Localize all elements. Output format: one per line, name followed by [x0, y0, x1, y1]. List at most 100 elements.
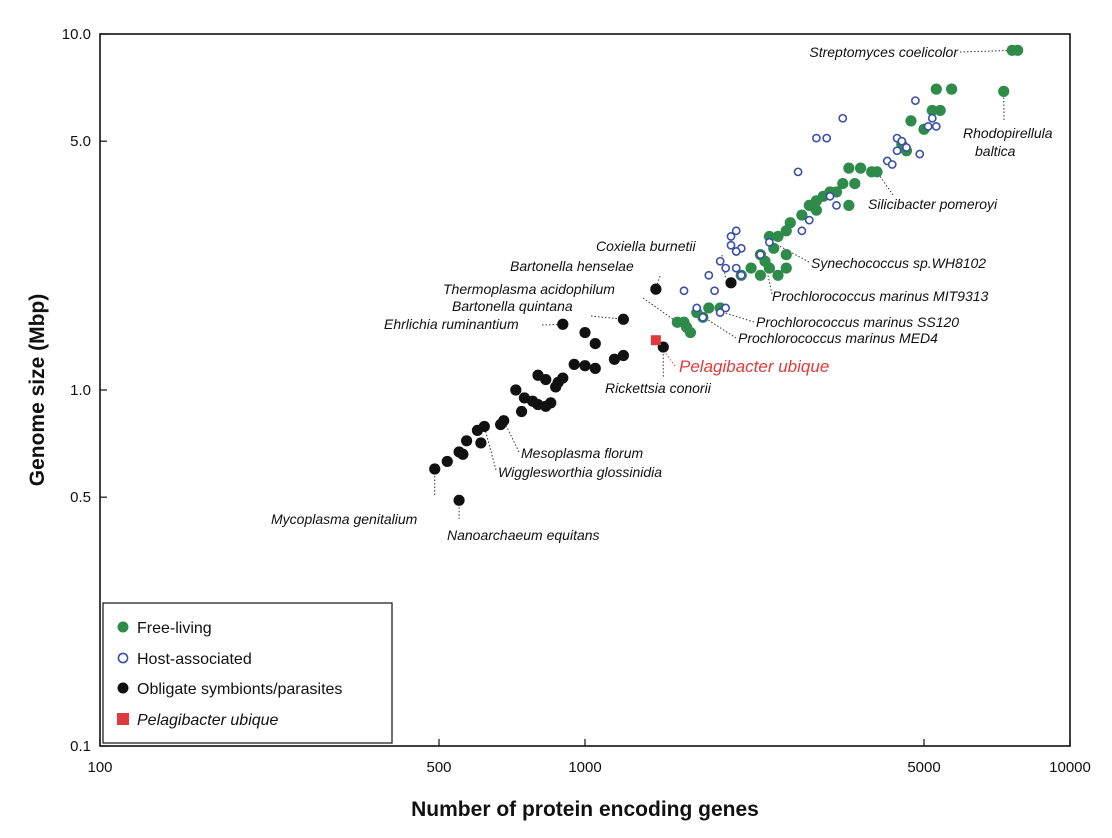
obligate-symbiont-point — [579, 360, 591, 372]
x-tick-label: 500 — [426, 759, 451, 776]
host-associated-point — [927, 113, 937, 123]
annotation-label: Bartonella quintana — [452, 298, 573, 314]
x-axis-title: Number of protein encoding genes — [411, 798, 759, 821]
free-living-point — [843, 162, 855, 174]
host-associated-point — [731, 263, 741, 273]
annotation-leader — [642, 297, 678, 323]
annotation-label: Rhodopirellula — [963, 125, 1053, 141]
obligate-symbiont-point — [550, 381, 562, 393]
host-associated-point — [721, 303, 731, 313]
free-living-point — [745, 262, 757, 274]
host-associated-point — [915, 149, 925, 159]
annotations: Streptomyces coelicolor Rhodopirellula bal… — [271, 44, 1053, 543]
axis-ticks: 100 500 1000 5000 10000 0.1 0.5 1.0 5.0 10.0 — [62, 26, 1091, 776]
free-living-point — [684, 326, 697, 339]
obligate-symbiont-point — [568, 358, 580, 371]
annotation-label: Bartonella henselae — [510, 258, 634, 274]
annotation-label: Ehrlichia ruminantium — [384, 316, 519, 332]
obligate-symbiont-point — [441, 455, 453, 468]
host-associated-point — [797, 226, 807, 236]
host-associated-point — [731, 226, 741, 236]
free-living-point — [780, 262, 792, 274]
annotation-leader — [876, 171, 894, 196]
host-associated-point — [902, 143, 911, 152]
annotation-leader — [503, 420, 520, 453]
annotation-label: Nanoarchaeum equitans — [447, 527, 600, 543]
obligate-symbiont-point — [475, 437, 487, 449]
annotation-label: Thermoplasma acidophilum — [443, 281, 615, 297]
annotation-label: Rickettsia conorii — [605, 380, 712, 396]
host-associated-point — [710, 286, 719, 296]
free-living-point — [934, 104, 946, 117]
legend-marker-pelagibacter — [117, 713, 129, 725]
host-associated-point — [822, 133, 832, 143]
free-living-point — [930, 83, 942, 95]
legend-label-obligate: Obligate symbionts/parasites — [137, 681, 342, 698]
free-living-point — [854, 162, 867, 174]
host-associated-point — [911, 96, 920, 106]
annotation-label: Streptomyces coelicolor — [809, 44, 959, 60]
pelagibacter-point — [650, 335, 661, 346]
annotation-leader — [483, 426, 497, 471]
host-associated-point — [726, 232, 736, 241]
obligate-symbiont-point — [725, 277, 737, 289]
legend-label-host-associated: Host-associated — [137, 651, 252, 668]
host-associated-point — [812, 133, 821, 143]
obligate-symbiont-point — [589, 362, 601, 374]
free-living-point — [998, 85, 1010, 97]
host-associated-point — [793, 167, 803, 177]
free-living-point — [796, 209, 808, 221]
annotation-leader — [959, 49, 1015, 53]
free-living-point — [671, 316, 683, 328]
host-associated-point — [897, 136, 907, 146]
legend: Free-living Host-associated Obligate sym… — [102, 602, 393, 744]
free-living-point — [780, 225, 792, 237]
free-living-point — [780, 249, 792, 261]
y-tick-label: 1.0 — [70, 382, 91, 399]
host-associated-point — [832, 201, 841, 210]
annotation-label: Prochlorococcus marinus MIT9313 — [772, 288, 989, 304]
obligate-symbiont-point — [617, 313, 630, 325]
obligate-symbiont-point — [589, 338, 601, 350]
annotation-label: baltica — [975, 143, 1016, 159]
annotation-label: Mycoplasma genitalium — [271, 511, 418, 527]
y-tick-label: 0.1 — [70, 738, 91, 755]
x-tick-label: 100 — [87, 759, 112, 776]
y-tick-label: 5.0 — [70, 133, 91, 150]
x-tick-label: 10000 — [1049, 759, 1091, 776]
host-associated-point — [838, 113, 848, 123]
annotation-label: Prochlorococcus marinus SS120 — [756, 314, 959, 330]
free-living-point — [763, 262, 776, 274]
free-living-point — [905, 115, 917, 127]
y-tick-label: 10.0 — [62, 26, 91, 43]
host-associated-point — [923, 122, 933, 131]
annotation-label: Synechococcus sp.WH8102 — [811, 255, 986, 271]
obligate-symbiont-point — [608, 353, 621, 365]
host-associated-point — [715, 308, 725, 317]
legend-label-free-living: Free-living — [137, 620, 212, 637]
host-associated-point — [765, 237, 774, 247]
free-living-point — [703, 302, 715, 314]
annotation-label: Coxiella burnetii — [596, 238, 696, 254]
y-tick-label: 0.5 — [70, 489, 91, 506]
legend-box — [102, 602, 393, 744]
legend-marker-free-living — [117, 621, 129, 633]
obligate-symbiont-point — [471, 424, 484, 437]
obligate-symbiont-point — [457, 448, 469, 460]
obligate-symbiont-point — [540, 373, 552, 386]
x-tick-label: 5000 — [907, 759, 940, 776]
legend-marker-obligate — [117, 682, 129, 694]
annotation-label: Pelagibacter ubique — [679, 357, 829, 376]
free-living-point — [945, 83, 958, 95]
annotation-label: Mesoplasma florum — [521, 445, 643, 461]
host-associated-point — [756, 250, 765, 260]
free-living-point — [843, 199, 855, 212]
obligate-symbiont-point — [460, 435, 473, 447]
host-associated-point — [704, 270, 714, 280]
annotation-leader — [777, 244, 810, 263]
obligate-symbiont-point — [453, 494, 465, 506]
legend-label-pelagibacter: Pelagibacter ubique — [137, 712, 279, 729]
obligate-symbiont-point — [617, 349, 630, 362]
host-associated-point — [931, 122, 941, 131]
